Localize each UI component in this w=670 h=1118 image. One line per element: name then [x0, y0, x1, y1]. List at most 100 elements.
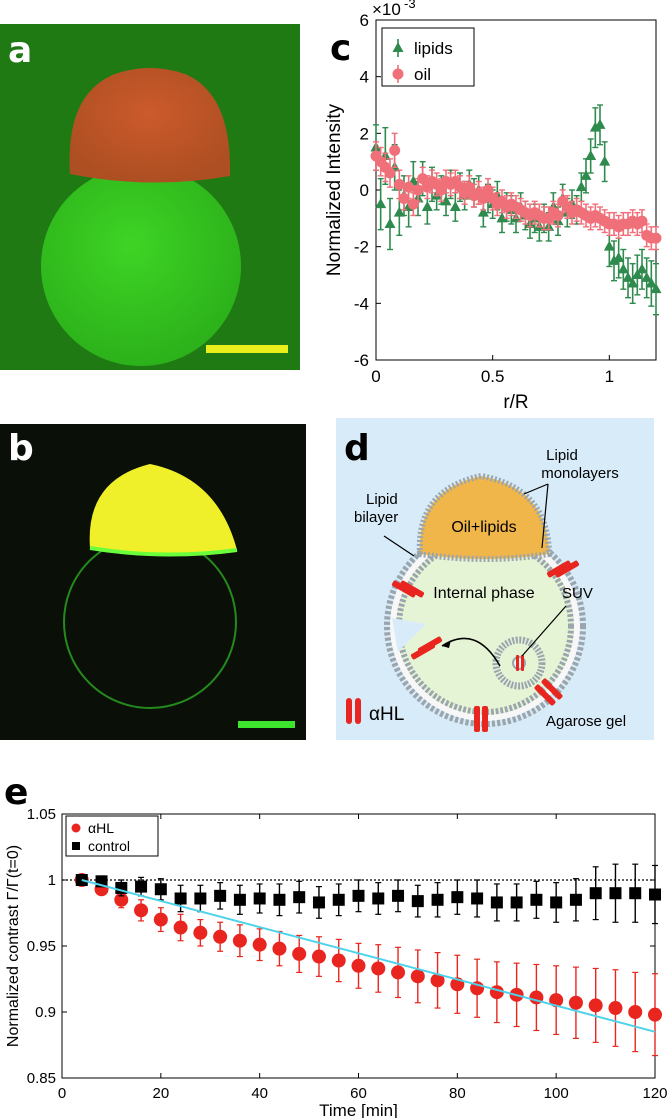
label-suv: SUV — [562, 585, 593, 602]
data-point-alphahl — [114, 892, 129, 907]
y-tick-label-e: 0.95 — [27, 938, 56, 955]
legend-marker-lipids — [392, 42, 404, 52]
data-point-control — [471, 892, 484, 905]
legend-alpha-hl-icon — [346, 698, 361, 724]
data-point-control — [194, 892, 207, 905]
data-point-control — [233, 893, 246, 906]
data-point-control — [332, 893, 345, 906]
data-point-lipids — [575, 181, 587, 192]
data-point-control — [490, 896, 503, 909]
data-point-control — [510, 896, 523, 909]
data-point-lipids — [393, 206, 405, 217]
data-point-alphahl — [193, 925, 208, 940]
legend-label-e: αHL — [88, 820, 114, 836]
data-point-alphahl — [252, 937, 267, 952]
oil-cap-b — [89, 464, 238, 555]
data-point-oil — [552, 210, 564, 221]
data-point-oil — [407, 198, 419, 210]
membrane-opening — [392, 618, 426, 652]
data-point-lipids — [603, 240, 615, 251]
pointer-monolayers-2 — [541, 483, 549, 549]
x-tick-label-e: 100 — [544, 1085, 569, 1102]
panel-label-a: a — [8, 30, 33, 71]
x-axis-label-e: Time [min] — [319, 1101, 398, 1118]
y-tick-label-c: -4 — [354, 294, 369, 313]
data-point-control — [589, 887, 602, 900]
data-point-control — [214, 889, 227, 902]
legend-label-lipids: lipids — [414, 39, 453, 58]
data-point-lipids — [631, 269, 643, 279]
pointer-suv — [521, 605, 567, 657]
data-point-lipids — [449, 201, 461, 211]
y-exponent-c: -3 — [404, 0, 416, 11]
data-point-lipids — [496, 212, 508, 223]
data-point-control — [392, 889, 405, 902]
oil-lipids-cap — [416, 472, 553, 562]
data-point-lipids — [622, 271, 634, 282]
schematic-d: Lipid monolayers Lipid bilayer Oil+lipid… — [336, 418, 654, 740]
legend-box-e — [65, 815, 159, 857]
panel-label-b: b — [8, 428, 34, 469]
data-point-control — [609, 887, 622, 900]
panel-label-c: c — [330, 28, 352, 69]
x-axis-label-c: r/R — [503, 392, 528, 413]
data-point-alphahl — [153, 912, 168, 927]
data-point-alphahl — [272, 941, 287, 956]
data-point-control — [135, 880, 148, 893]
y-tick-label-c: 4 — [360, 68, 369, 87]
data-point-control — [253, 892, 266, 905]
label-lipid-monolayers-1: Lipid — [546, 447, 578, 464]
data-point-lipids — [585, 150, 597, 160]
data-point-control — [550, 896, 563, 909]
data-point-alphahl — [568, 995, 583, 1010]
y-multiplier-c: ×10 — [372, 0, 401, 19]
data-point-oil — [398, 193, 410, 204]
data-point-oil — [650, 232, 662, 244]
y-tick-label-c: 2 — [360, 124, 369, 143]
data-point-alphahl — [351, 958, 366, 973]
data-point-control — [154, 883, 167, 896]
fit-line-e — [81, 879, 656, 1033]
y-tick-label-e: 1.05 — [27, 806, 56, 823]
data-point-control — [431, 893, 444, 906]
y-tick-label-c: -6 — [354, 351, 369, 370]
data-point-control — [451, 891, 464, 904]
legend-c: lipids oil — [381, 27, 475, 87]
data-point-alphahl — [292, 946, 307, 961]
legend-label-oil: oil — [414, 65, 431, 84]
data-point-lipids — [636, 263, 648, 274]
data-point-alphahl — [134, 903, 149, 918]
series-c-oil — [370, 132, 662, 251]
data-point-alphahl — [213, 929, 228, 944]
data-point-control — [530, 893, 543, 906]
data-point-alphahl — [430, 973, 445, 988]
x-tick-label-e: 80 — [449, 1085, 466, 1102]
scalebar-b — [238, 721, 295, 728]
data-point-lipids — [599, 155, 611, 166]
data-point-lipids — [617, 263, 629, 274]
data-point-alphahl — [588, 998, 603, 1013]
pointer-monolayers — [523, 483, 549, 495]
y-tick-label-c: 0 — [360, 181, 369, 200]
y-tick-label-e: 1 — [48, 872, 56, 889]
data-point-control — [569, 893, 582, 906]
legend-label-e: control — [88, 838, 130, 854]
legend-marker-control — [72, 842, 80, 850]
chart-e: 0.85 0.9 0.95 1 1.05 0 20 40 60 80 100 120 Time [min… — [5, 806, 668, 1118]
data-point-oil — [636, 215, 648, 227]
data-point-lipids — [641, 271, 653, 282]
data-point-oil — [393, 178, 405, 190]
legend-e: αHL control — [65, 815, 159, 857]
x-tick-label-e: 40 — [251, 1085, 268, 1102]
data-point-control — [352, 889, 365, 902]
data-point-alphahl — [232, 933, 247, 948]
label-oil-lipids: Oil+lipids — [451, 519, 516, 536]
data-point-lipids — [421, 201, 433, 211]
data-point-alphahl — [628, 1005, 643, 1019]
x-tick-label-c: 0.5 — [481, 367, 505, 386]
x-tick-label-c: 1 — [605, 367, 614, 386]
data-point-lipids — [627, 277, 639, 288]
data-point-oil — [412, 184, 424, 196]
data-point-control — [312, 896, 325, 909]
micrograph-a — [0, 24, 300, 370]
